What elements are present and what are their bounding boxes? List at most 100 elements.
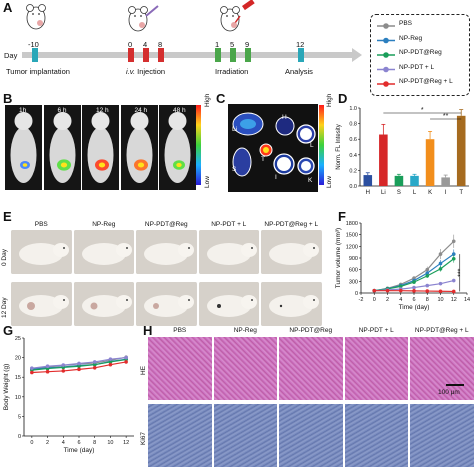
f-xlabel: Time (day) [399,304,430,311]
h-row-label-1: Ki67 [140,431,147,445]
organ-label-l: L [310,142,314,149]
g-xtick-4: 8 [93,440,96,446]
day-4: 4 [143,40,148,49]
e-tumor-0 [27,302,35,310]
g-point-4-4 [92,365,97,370]
timeline-day-label: Day [4,51,18,60]
irradiation-label: Irradiation [215,67,249,76]
legend-dot-4 [383,81,389,87]
f-xtick-2: 2 [386,297,389,303]
e-photo-r1-c3 [198,282,259,326]
legend-item-np-reg: NP-Reg [399,34,423,42]
d-xtick-6: T [459,190,463,196]
g-point-3-4 [92,360,97,364]
g-ytick-0: 0 [18,434,21,440]
organ-label-li: Li [232,126,238,133]
day-12: 12 [296,40,305,49]
legend-markers [377,23,395,87]
e-group-label-2: NP-PDT@Reg [144,221,188,228]
h-tile-r1-c2 [279,404,343,467]
d-bar-H [363,175,373,186]
legend-item-np-pdt-reg-l: NP-PDT@Reg + L [399,78,453,85]
legend-dot-1 [383,37,389,44]
f-point-4-6 [451,289,456,294]
d-ytick-3: 0.6 [349,137,357,143]
panel-b-colorscale [195,105,201,185]
panel-a-label: A [3,0,13,15]
e-photo-r0-c2 [136,230,197,274]
d-ytick-0: 0.0 [349,184,357,190]
g-point-3-3 [77,361,81,366]
f-point-0-6 [451,239,456,244]
e-photo-r0-c1 [73,230,134,274]
time-label-0: 1h [19,107,27,114]
mouse-body-1 [49,112,75,183]
marker-day-8 [158,48,164,62]
f-point-2-5 [438,267,443,271]
mouse-body-2 [87,112,114,183]
timeline-arrow [22,48,362,62]
h-scalebar-label: 100 μm [438,389,460,396]
e-photo-r0-c3 [198,230,259,274]
marker-day-minus10 [32,48,38,62]
e-group-label-1: NP-Reg [92,221,116,228]
e-photo-r1-c1 [73,282,134,326]
e-group-label-3: NP-PDT + L [211,221,247,228]
legend-dot-0 [383,23,389,29]
panel-f-label: F [338,209,346,224]
f-sig: *** [458,268,465,276]
timeline-diagram [22,0,362,62]
f-point-4-5 [438,289,443,294]
group-legend: PBS NP-Reg NP-PDT@Reg NP-PDT + L NP-PDT@… [370,14,470,96]
g-xtick-3: 6 [77,440,80,446]
e-tumor-1 [90,302,97,310]
f-ytick-5: 1500 [346,233,358,239]
day-5: 5 [230,40,235,49]
f-xtick-3: 4 [399,297,402,303]
d-xtick-2: S [397,190,401,196]
g-ylabel: Body Weight (g) [3,364,10,410]
d-xtick-5: I [445,190,447,196]
day-8: 8 [158,40,163,49]
time-label-1: 6 h [57,107,67,114]
f-xtick-0: -2 [359,297,364,303]
g-point-3-2 [61,363,66,367]
g-point-4-6 [124,360,128,364]
d-ytick-1: 0.2 [349,168,357,174]
e-group-label-4: NP-PDT@Reg + L [264,221,319,228]
tumor-implantation-label: Tumor implantation [6,67,70,76]
day-0: 0 [128,40,133,49]
h-tile-r1-c4 [410,404,474,467]
fluorescence-mouse-3: 24 h [120,105,158,190]
f-xtick-7: 12 [451,297,457,303]
f-point-1-5 [438,261,443,266]
marker-day-9 [245,48,251,62]
d-ylabel: Norm. FL Intesity [336,124,342,169]
body-weight-line-chart: 0 5 10 15 20 25 0 2 4 6 8 10 12 Time (day) Body Weight… [3,336,134,454]
d-xtick-1: Li [381,190,386,196]
e-tumor-4 [279,304,283,308]
marker-day-5 [230,48,236,62]
f-point-4-3 [412,289,416,293]
h-group-label-4: NP-PDT@Reg + L [414,327,469,334]
h-group-label-3: NP-PDT + L [358,327,394,334]
panel-b-scale-high: High [204,93,211,107]
g-ytick-2: 10 [15,395,21,401]
f-xtick-6: 10 [437,297,443,303]
g-point-2-5 [108,360,113,364]
d-bar-Li [379,134,388,186]
h-tile-r0-c1 [213,337,277,400]
h-tile-r1-c0 [148,404,212,467]
e-row-label-1: 12 Day [1,297,8,318]
organ-ex-vivo-svg [232,112,316,177]
mouse-body-3 [126,112,152,183]
fluorescence-mouse-4: 48 h [159,105,196,190]
g-point-3-5 [108,357,113,361]
f-series-line-1 [374,253,455,292]
d-bar-K [425,139,435,186]
f-point-4-1 [385,288,390,293]
mouse-body-4 [164,112,191,183]
time-label-2: 12 h [96,107,109,114]
f-point-0-4 [425,267,430,272]
